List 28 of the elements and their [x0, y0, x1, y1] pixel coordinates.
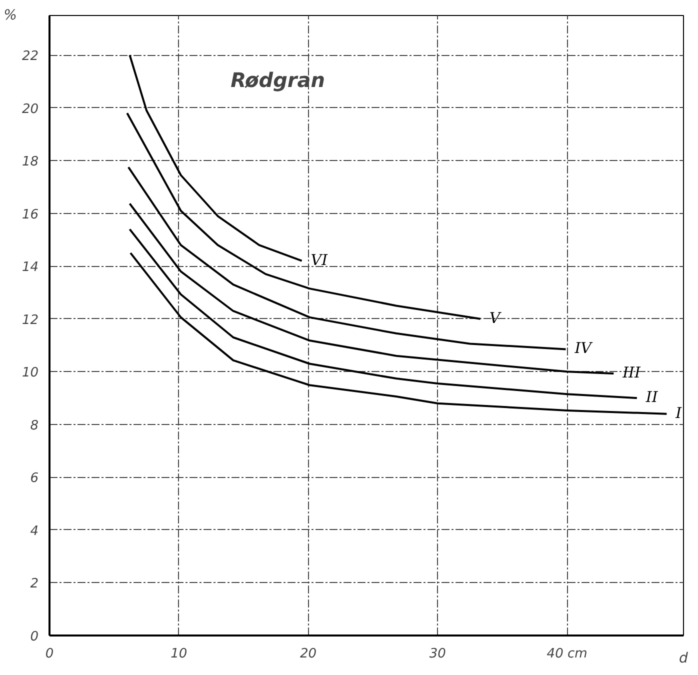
- line-series: [127, 166, 567, 350]
- x-tick-label: 40 cm: [546, 646, 588, 662]
- y-tick-label: 4: [30, 524, 39, 539]
- x-axis-title: d: [679, 650, 688, 666]
- y-tick-label: 6: [30, 471, 39, 486]
- series-label: I: [674, 404, 683, 422]
- y-axis-title: %: [4, 8, 17, 24]
- y-tick-label: 20: [22, 102, 39, 117]
- y-tick-label: 10: [22, 366, 39, 381]
- y-tick-label: 2: [30, 576, 39, 592]
- series-label: VI: [310, 250, 329, 269]
- y-tick-label: 18: [22, 154, 39, 170]
- y-tick-label: 14: [22, 260, 39, 276]
- x-tick-label: 10: [170, 646, 188, 662]
- annotation: Rødgran: [230, 68, 326, 92]
- x-tick-label: 0: [45, 646, 54, 662]
- line-series: [126, 112, 482, 320]
- y-tick-label: 12: [22, 312, 39, 328]
- series-label: II: [644, 388, 659, 406]
- y-tick-label: 8: [30, 418, 39, 434]
- line-series: [128, 202, 615, 375]
- x-tick-label: 30: [429, 646, 446, 662]
- y-tick-label: 0: [30, 630, 39, 644]
- x-tick-label: 20: [300, 646, 317, 662]
- y-tick-label: 16: [22, 207, 39, 222]
- series-label: IV: [574, 339, 594, 358]
- y-tick-label: 22: [22, 49, 39, 64]
- line-series: [129, 252, 668, 415]
